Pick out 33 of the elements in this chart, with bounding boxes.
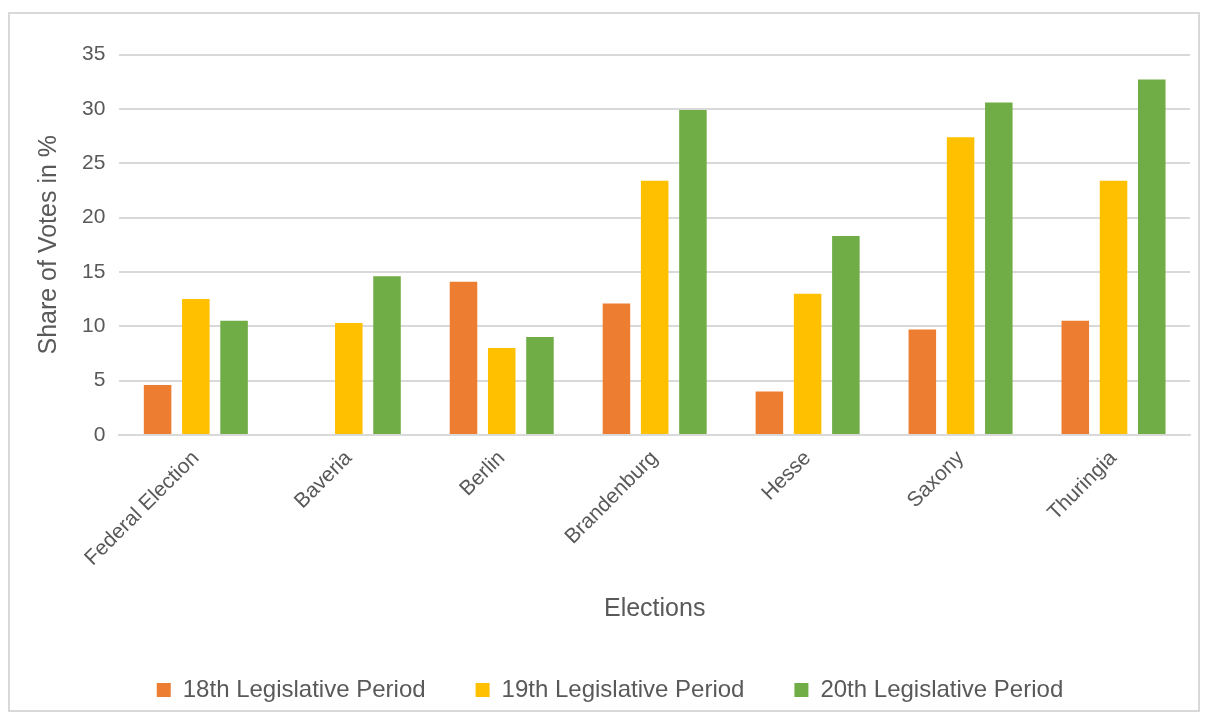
y-tick-label: 25 [82, 150, 106, 174]
bar [526, 337, 554, 434]
bar [1138, 79, 1166, 434]
x-axis-title: Elections [603, 592, 706, 621]
bar [449, 281, 478, 434]
y-tick-label: 15 [82, 258, 106, 282]
bar [487, 347, 516, 434]
bar [640, 180, 669, 434]
bar [832, 236, 860, 434]
bar [602, 303, 631, 434]
bar [1099, 180, 1128, 434]
y-tick-label: 20 [82, 204, 106, 228]
bar [182, 299, 210, 434]
bar [1061, 320, 1090, 434]
bar [985, 102, 1013, 434]
legend-label: 19th Legislative Period [501, 674, 745, 702]
bar [220, 320, 248, 434]
y-tick-label: 5 [93, 367, 106, 391]
legend-label: 20th Legislative Period [820, 674, 1064, 702]
bar [755, 391, 784, 434]
bar [946, 137, 975, 434]
y-tick-label: 0 [93, 421, 106, 445]
bar [143, 384, 172, 434]
bar [679, 110, 707, 434]
bar [373, 276, 401, 434]
bar [908, 329, 937, 434]
y-tick-label: 35 [82, 41, 106, 65]
bar [793, 293, 822, 434]
legend-label: 18th Legislative Period [182, 674, 426, 702]
y-tick-label: 10 [82, 313, 106, 337]
y-axis-title: Share of Votes in % [32, 134, 61, 355]
y-tick-label: 30 [82, 95, 106, 119]
bar [335, 322, 363, 434]
